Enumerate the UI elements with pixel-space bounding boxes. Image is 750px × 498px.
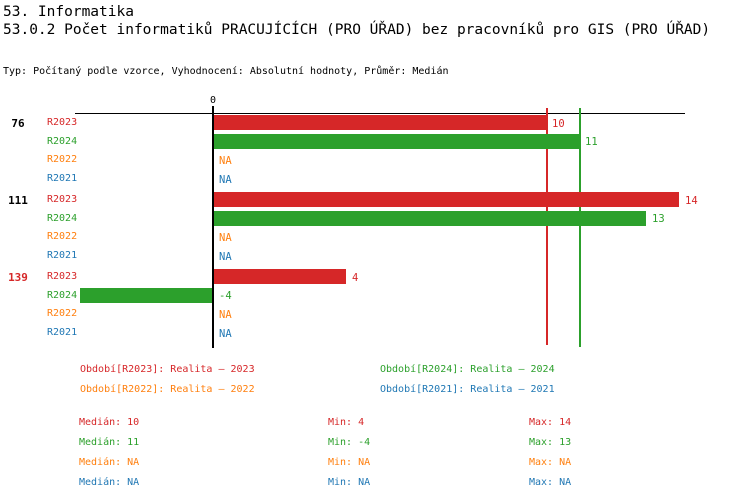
legend-item-r2024: Období[R2024]: Realita – 2024	[380, 364, 555, 375]
median-line-r2024	[579, 108, 581, 347]
row-series-label: R2023	[47, 117, 78, 128]
bar-value-label: 14	[685, 194, 698, 207]
legend-item-r2023: Období[R2023]: Realita – 2023	[80, 364, 255, 375]
bar-value-label: -4	[219, 290, 232, 303]
bar-value-label: 11	[585, 136, 598, 149]
row-series-label: R2024	[47, 289, 78, 301]
zero-axis-line	[212, 106, 214, 348]
median-line-r2023	[546, 108, 548, 345]
na-value-label: NA	[219, 173, 232, 186]
stat-max-r2022: Max: NA	[529, 457, 572, 468]
value-bar	[214, 133, 579, 149]
stat-max-r2024: Max: 13	[529, 437, 572, 448]
row-series-label: R2022	[47, 308, 78, 320]
stat-median-r2022: Medián: NA	[79, 457, 140, 468]
na-value-label: NA	[219, 154, 232, 167]
stat-max-r2021: Max: NA	[529, 477, 572, 488]
row-series-label: R2022	[47, 231, 78, 243]
group-label: 139	[8, 271, 28, 284]
value-bar	[214, 192, 679, 207]
value-bar	[214, 210, 646, 226]
stat-min-r2024: Min: -4	[328, 437, 371, 448]
axis-zero-label: 0	[209, 95, 217, 106]
group-label: 111	[8, 194, 28, 207]
na-value-label: NA	[219, 250, 232, 263]
stat-min-r2022: Min: NA	[328, 457, 371, 468]
indicator-meta: Typ: Počítaný podle vzorce, Vyhodnocení:…	[3, 66, 449, 77]
stat-median-r2023: Medián: 10	[79, 417, 140, 428]
group-label: 76	[11, 117, 25, 130]
bar-value-label: 10	[552, 117, 565, 130]
indicator-title: 53.0.2 Počet informatiků PRACUJÍCÍCH (PR…	[3, 22, 711, 38]
page-title: 53. Informatika	[3, 4, 134, 20]
row-series-label: R2023	[47, 194, 78, 205]
row-series-label: R2022	[47, 154, 78, 166]
stat-min-r2021: Min: NA	[328, 477, 371, 488]
row-series-label: R2021	[47, 250, 78, 262]
na-value-label: NA	[219, 327, 232, 340]
legend-item-r2022: Období[R2022]: Realita – 2022	[80, 384, 255, 395]
na-value-label: NA	[219, 308, 232, 321]
row-series-label: R2023	[47, 271, 78, 282]
row-series-label: R2024	[47, 212, 78, 224]
value-bar	[80, 287, 212, 303]
value-bar	[214, 115, 546, 130]
na-value-label: NA	[219, 231, 232, 244]
row-series-label: R2021	[47, 327, 78, 339]
row-series-label: R2024	[47, 135, 78, 147]
bar-value-label: 13	[652, 213, 665, 226]
stat-median-r2021: Medián: NA	[79, 477, 140, 488]
stat-median-r2024: Medián: 11	[79, 437, 140, 448]
legend-item-r2021: Období[R2021]: Realita – 2021	[380, 384, 555, 395]
stat-min-r2023: Min: 4	[328, 417, 365, 428]
row-series-label: R2021	[47, 173, 78, 185]
chart-top-baseline	[75, 113, 685, 114]
stat-max-r2023: Max: 14	[529, 417, 572, 428]
bar-value-label: 4	[352, 271, 359, 284]
value-bar	[214, 269, 346, 284]
